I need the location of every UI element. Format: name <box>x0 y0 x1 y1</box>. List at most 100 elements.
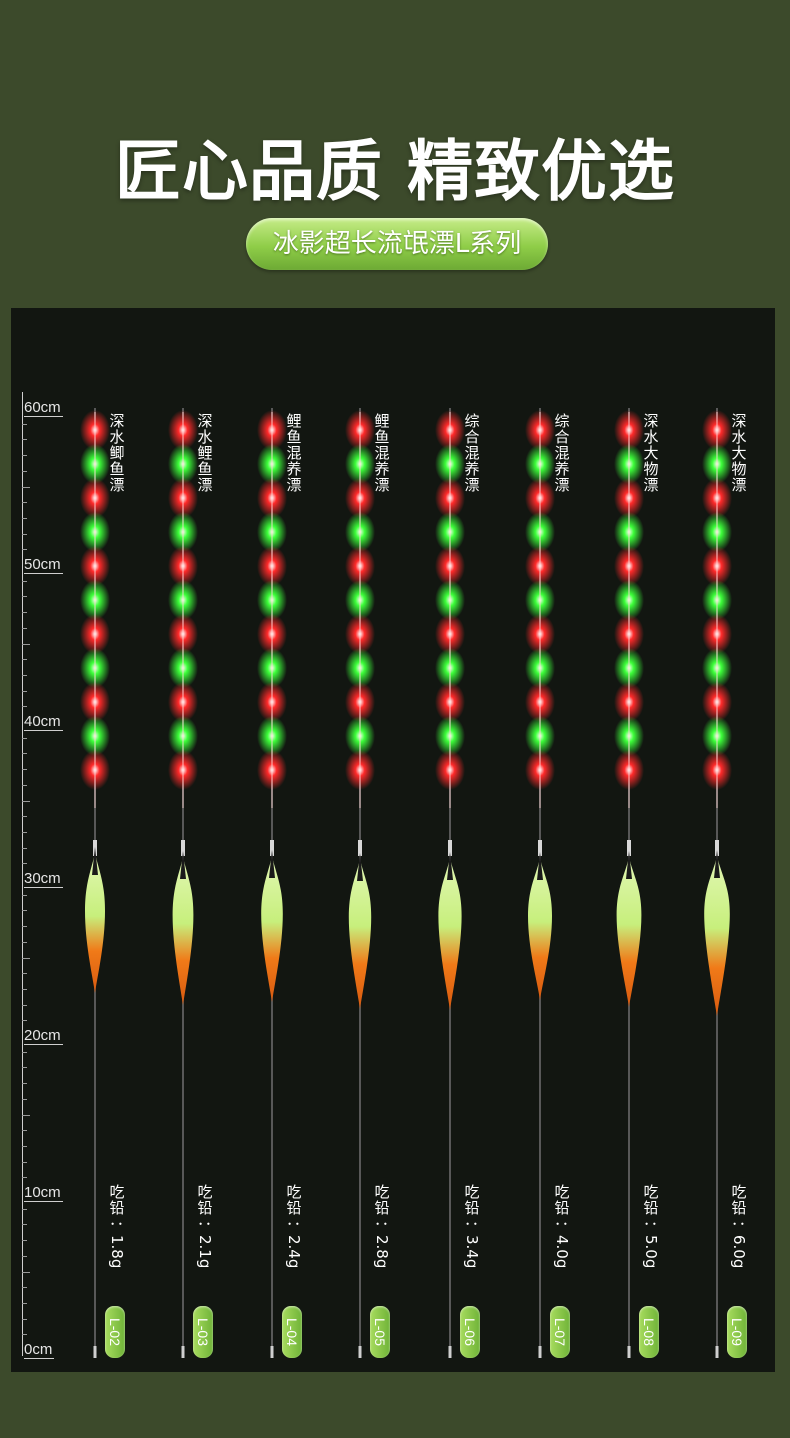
float-foot <box>627 1346 631 1358</box>
float-body <box>85 853 105 993</box>
float-lead-weight: 吃铅 ：2.4g <box>285 1183 303 1268</box>
float-neck <box>269 850 275 878</box>
ruler-tick <box>22 1271 30 1273</box>
float-joint <box>358 840 362 856</box>
ruler-label-30: 30cm <box>24 870 63 888</box>
float-joint <box>715 840 719 856</box>
float-foot <box>358 1346 362 1358</box>
ruler-tick <box>22 831 27 833</box>
float-neck <box>537 852 543 880</box>
ruler-tick <box>22 1083 27 1085</box>
float-item: 综合混养漂 吃铅 ：4.0g L-07 <box>525 308 618 1372</box>
ruler-tick <box>22 439 27 441</box>
ruler-tick <box>22 1004 27 1006</box>
ruler-tick <box>22 612 27 614</box>
series-title-badge: 冰影超长流氓漂L系列 <box>246 218 548 270</box>
float-body <box>348 859 372 1009</box>
ruler-tick <box>22 988 27 990</box>
float-illustration <box>345 408 375 1358</box>
float-foot <box>715 1346 719 1358</box>
lead-weight-label: 吃铅 <box>464 1183 480 1217</box>
ruler-tick <box>22 800 30 802</box>
lead-weight-label: 吃铅 <box>374 1183 390 1217</box>
float-model-badge: L-03 <box>193 1306 213 1358</box>
float-lead-weight: 吃铅 ：2.1g <box>196 1184 214 1268</box>
float-body <box>261 856 283 1002</box>
ruler-label-10: 10cm <box>24 1184 63 1202</box>
float-model-badge: L-02 <box>105 1306 125 1358</box>
float-illustration <box>168 408 198 1358</box>
ruler-tick <box>22 1224 27 1226</box>
float-model-badge: L-07 <box>550 1306 570 1358</box>
float-foot <box>93 1346 97 1358</box>
ruler-tick <box>22 957 30 959</box>
lead-weight-value: ：6.0g <box>730 1220 748 1269</box>
float-illustration <box>702 408 732 1358</box>
ruler-label-0: 0cm <box>24 1341 55 1359</box>
ruler-tick <box>22 784 27 786</box>
ruler-tick <box>22 1161 27 1163</box>
lead-weight-value: ：2.1g <box>196 1220 214 1269</box>
ruler-tick <box>22 690 27 692</box>
float-model-badge: L-09 <box>727 1306 747 1358</box>
float-body <box>438 858 462 1010</box>
ruler-tick <box>22 1302 27 1304</box>
float-foot <box>448 1346 452 1358</box>
float-joint <box>448 840 452 856</box>
float-type-label: 鲤鱼混养漂 <box>374 412 390 494</box>
length-ruler: 60cm 50cm 40cm 30cm 20cm 10cm 0cm <box>11 308 131 1372</box>
float-model-code: L-03 <box>195 1317 211 1347</box>
float-neck <box>92 847 98 875</box>
ruler-tick <box>22 863 27 865</box>
float-body <box>528 858 552 1000</box>
ruler-tick <box>22 659 27 661</box>
ruler-tick <box>22 423 27 425</box>
ruler-axis <box>22 392 23 1356</box>
float-type-label: 深水大物漂 <box>643 412 659 494</box>
lead-weight-value: ：4.0g <box>553 1220 571 1269</box>
ruler-label-50: 50cm <box>24 556 63 574</box>
ruler-tick <box>22 1067 27 1069</box>
ruler-tick <box>22 502 27 504</box>
ruler-tick <box>22 973 27 975</box>
ruler-tick <box>22 627 27 629</box>
ruler-tick <box>22 1098 27 1100</box>
float-illustration <box>614 408 644 1358</box>
float-neck <box>714 850 720 878</box>
float-type-label: 深水鲫鱼漂 <box>109 412 125 494</box>
float-lead-weight: 吃铅 ：6.0g <box>730 1183 748 1268</box>
ruler-tick <box>22 470 27 472</box>
lead-weight-label: 吃铅 <box>731 1183 747 1217</box>
float-type-label: 深水大物漂 <box>731 412 747 494</box>
lead-weight-value: ：1.8g <box>108 1220 126 1269</box>
lead-weight-value: ：3.4g <box>463 1220 481 1269</box>
float-joint <box>270 840 274 856</box>
ruler-tick <box>22 910 27 912</box>
float-foot <box>270 1346 274 1358</box>
float-model-code: L-02 <box>107 1317 123 1347</box>
ruler-tick <box>22 1130 27 1132</box>
float-illustration <box>525 408 555 1358</box>
ruler-label-60: 60cm <box>24 399 63 417</box>
ruler-tick <box>22 1318 27 1320</box>
float-item: 深水大物漂吃铅 ：6.0g L-09 <box>702 308 775 1372</box>
float-model-badge: L-06 <box>460 1306 480 1358</box>
float-type-label: 综合混养漂 <box>464 412 480 494</box>
float-type-label: 鲤鱼混养漂 <box>286 412 302 494</box>
float-joint <box>627 840 631 856</box>
ruler-tick <box>22 1145 27 1147</box>
float-model-code: L-05 <box>372 1317 388 1347</box>
ruler-tick <box>22 486 30 488</box>
ruler-tick <box>22 1208 27 1210</box>
float-item: 深水大物漂 吃铅 ：5.0g L-08 <box>614 308 707 1372</box>
float-model-badge: L-08 <box>639 1306 659 1358</box>
ruler-tick <box>22 769 27 771</box>
ruler-tick <box>22 580 27 582</box>
ruler-tick <box>22 1334 27 1336</box>
float-item: 深水鲤鱼漂 吃铅 ：2.1g L-03 <box>168 308 261 1372</box>
lead-weight-label: 吃铅 <box>286 1183 302 1217</box>
ruler-tick <box>22 596 27 598</box>
float-joint <box>538 840 542 856</box>
float-body <box>172 857 194 1005</box>
float-lead-weight: 吃铅 ：3.4g <box>463 1183 481 1268</box>
